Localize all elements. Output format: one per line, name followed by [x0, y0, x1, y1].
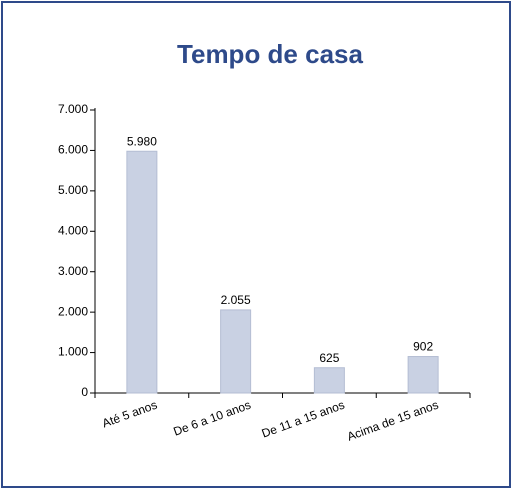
- y-tick-label: 1.000: [58, 345, 88, 359]
- y-tick-label: 4.000: [58, 223, 88, 237]
- bar: [313, 367, 345, 394]
- value-label: 2.055: [221, 293, 251, 307]
- y-tick-label: 0: [81, 385, 88, 399]
- value-label: 625: [319, 351, 339, 365]
- y-tick-label: 5.000: [58, 183, 88, 197]
- chart-title: Tempo de casa: [177, 39, 363, 69]
- y-tick-label: 7.000: [58, 102, 88, 116]
- y-tick-label: 6.000: [58, 143, 88, 157]
- bar: [407, 356, 439, 394]
- bar: [220, 309, 252, 394]
- value-label: 902: [413, 340, 433, 354]
- value-label: 5.980: [127, 134, 157, 148]
- y-tick-label: 2.000: [58, 304, 88, 318]
- bar: [126, 150, 158, 394]
- y-tick-label: 3.000: [58, 264, 88, 278]
